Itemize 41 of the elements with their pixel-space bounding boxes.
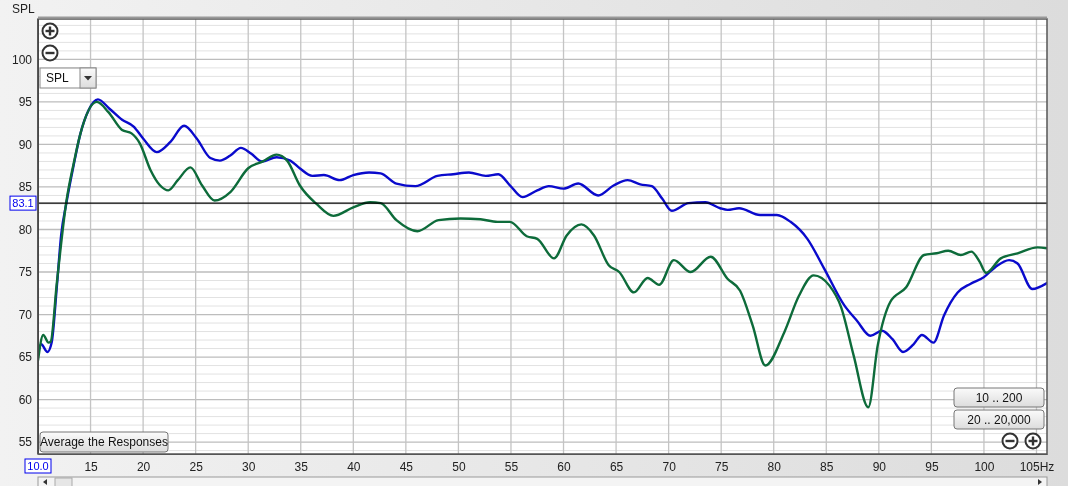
x-tick-label: 70 (662, 459, 677, 474)
x-tick-label: 45 (399, 459, 414, 474)
dropdown: SPL (39, 67, 97, 89)
y-tick-label: 70 (18, 307, 33, 322)
x-tick-label: 35 (294, 459, 309, 474)
x-tick-label: 85 (820, 459, 834, 474)
x-tick-label: 30 (242, 459, 256, 474)
x-tick-label: 90 (872, 459, 887, 474)
x-tick-label: 40 (347, 459, 361, 474)
x-tick-label: 20 (136, 459, 151, 474)
annotation: 20 .. 20,000 (967, 412, 1032, 427)
annotation: SPL (46, 71, 70, 85)
y-tick-label: 85 (18, 180, 33, 195)
button: Average the Responses (39, 431, 169, 453)
x-tick-label: 100 (974, 459, 995, 474)
y-tick-label: 75 (18, 265, 33, 280)
y-tick-label: 65 (18, 350, 33, 365)
x-tick-label: 25 (189, 459, 204, 474)
y-tick-label: 100 (11, 52, 33, 67)
x-tick-label: 60 (557, 459, 572, 474)
x-tick-label: 80 (767, 459, 782, 474)
x-tick-label: 15 (84, 459, 99, 474)
y-tick-label: 90 (18, 137, 33, 152)
line-series (38, 100, 1047, 409)
button: 20 .. 20,000 (953, 409, 1045, 430)
x-tick-label: 105Hz (1019, 459, 1055, 474)
y-tick-label: 60 (18, 392, 33, 407)
line-series (38, 98, 1047, 355)
y-tick-label: 80 (18, 222, 33, 237)
x-tick-label: 95 (925, 459, 939, 474)
x-tick-label: 75 (715, 459, 729, 474)
y-axis-title: SPL (12, 2, 36, 16)
ref-line-label: 10.0 (27, 460, 49, 472)
ref-line-label: 83.1 (12, 197, 34, 210)
annotation: 10 .. 200 (975, 390, 1023, 405)
x-tick-label: 55 (504, 459, 519, 474)
y-tick-label: 95 (18, 95, 33, 110)
x-tick-label: 65 (609, 459, 624, 474)
button: 10 .. 200 (953, 387, 1045, 408)
x-tick-label: 50 (452, 459, 466, 474)
y-tick-label: 55 (18, 435, 33, 450)
